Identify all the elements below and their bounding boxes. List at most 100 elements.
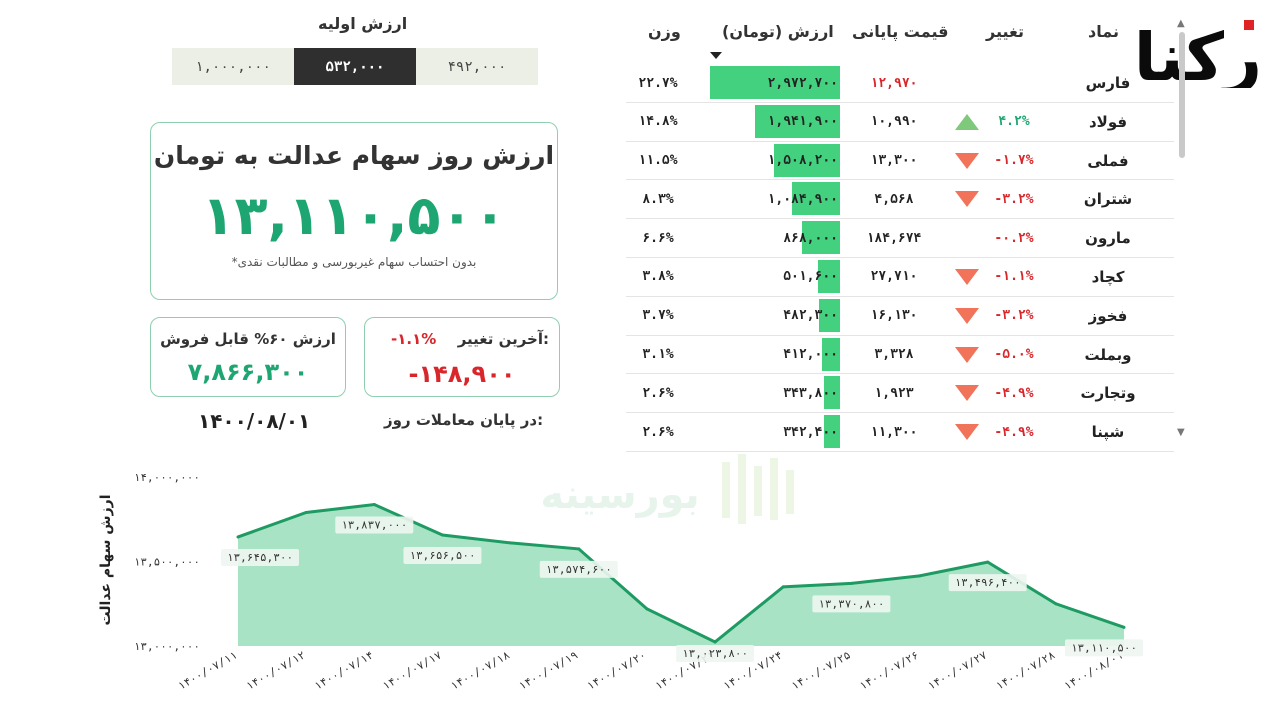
table-row[interactable]: ۱۴.۸% ۱,۹۴۱,۹۰۰ ۱۰,۹۹۰ ۴.۲% فولاد (626, 103, 1174, 142)
table-row[interactable]: ۸.۳% ۱,۰۸۴,۹۰۰ ۴,۵۶۸ -۳.۲% شتران (626, 180, 1174, 220)
x-tick-label: ۱۴۰۰/۰۷/۲۸ (993, 648, 1057, 692)
price-cell: ۱۰,۹۹۰ (870, 114, 918, 130)
value-text: ۳۴۲,۴۰۰ (783, 424, 838, 440)
value-text: ۳۴۳,۸۰۰ (783, 385, 838, 401)
table-row[interactable]: ۳.۸% ۵۰۱,۶۰۰ ۲۷,۷۱۰ -۱.۱% کچاد (626, 258, 1174, 297)
symbol-cell[interactable]: فخوز (1088, 306, 1128, 325)
initial-option-1000000[interactable]: ۱,۰۰۰,۰۰۰ (172, 48, 294, 85)
symbol-cell[interactable]: کچاد (1091, 267, 1125, 286)
up-arrow-icon (952, 103, 982, 141)
data-point[interactable] (713, 640, 717, 644)
down-arrow-icon (952, 374, 982, 412)
weight-cell: ۲.۶% (642, 385, 674, 401)
table-row[interactable]: ۳.۷% ۴۸۲,۳۰۰ ۱۶,۱۳۰ -۳.۲% فخوز (626, 297, 1174, 336)
data-point[interactable] (509, 541, 513, 545)
symbol-cell[interactable]: مارون (1085, 229, 1131, 248)
y-tick-label: ۱۴,۰۰۰,۰۰۰ (134, 471, 200, 484)
table-row[interactable]: ۳.۱% ۴۱۲,۰۰۰ ۳,۳۲۸ -۵.۰% وبملت (626, 336, 1174, 375)
weight-bar (755, 104, 840, 138)
table-row[interactable]: ۲۲.۷% ۲,۹۷۲,۷۰۰ ۱۲,۹۷۰ فارس (626, 64, 1174, 103)
price-cell: ۱۶,۱۳۰ (870, 308, 918, 324)
daily-value-note: *بدون احتساب سهام غیربورسی و مطالبات نقد… (231, 255, 477, 269)
header-symbol[interactable]: نماد (1088, 22, 1119, 41)
table-row[interactable]: ۲.۶% ۳۴۳,۸۰۰ ۱,۹۲۳ -۴.۹% وتجارت (626, 374, 1174, 414)
down-arrow-icon (952, 180, 982, 218)
symbol-cell[interactable]: شتران (1083, 190, 1133, 209)
header-price[interactable]: قیمت پایانی (852, 22, 949, 41)
last-change-card: آخرین تغییر: -۱.۱% -۱۴۸,۹۰۰ (364, 317, 560, 397)
price-cell: ۱۲,۹۷۰ (870, 75, 918, 91)
data-point[interactable] (1054, 602, 1058, 606)
weight-bar (824, 415, 840, 449)
table-row[interactable]: ۱۱.۵% ۱,۵۰۸,۲۰۰ ۱۳,۳۰۰ -۱.۷% فملی (626, 142, 1174, 181)
symbol-cell[interactable]: شپنا (1091, 423, 1125, 442)
x-tick-label: ۱۴۰۰/۰۷/۱۹ (516, 648, 580, 692)
symbol-cell[interactable]: فارس (1085, 74, 1131, 92)
holdings-table: وزن ارزش (تومان) قیمت پایانی تغییر نماد … (626, 18, 1186, 452)
scroll-thumb[interactable] (1179, 32, 1185, 158)
price-cell: ۱۳,۳۰۰ (870, 153, 918, 169)
symbol-cell[interactable]: وبملت (1084, 345, 1132, 364)
data-point[interactable] (918, 574, 922, 578)
change-cell: -۱.۱% (994, 269, 1034, 285)
x-tick-label: ۱۴۰۰/۰۷/۲۶ (857, 648, 921, 692)
sellable-value-title: ارزش ۶۰% قابل فروش (160, 330, 336, 348)
weight-cell: ۸.۳% (642, 191, 674, 207)
table-row[interactable]: ۲.۶% ۳۴۲,۴۰۰ ۱۱,۳۰۰ -۴.۹% شپنا (626, 413, 1174, 452)
change-cell: -۱.۷% (994, 153, 1034, 169)
logo-text: رکنا (1134, 19, 1262, 88)
value-text: ۱,۵۰۸,۲۰۰ (767, 153, 838, 169)
data-point[interactable] (577, 547, 581, 551)
sort-desc-icon[interactable] (710, 52, 722, 59)
initial-option-532000[interactable]: ۵۳۲,۰۰۰ (294, 48, 416, 85)
daily-value-title: ارزش روز سهام عدالت به تومان (153, 141, 555, 170)
table-scrollbar[interactable]: ▲ ▼ (1176, 18, 1188, 438)
weight-bar (822, 337, 840, 371)
weight-bar (802, 221, 840, 255)
down-arrow-icon (952, 297, 982, 335)
data-label: ۱۳,۳۷۰,۸۰۰ (818, 597, 884, 610)
last-change-amount: -۱۴۸,۹۰۰ (408, 360, 516, 388)
symbol-cell[interactable]: فملی (1087, 151, 1129, 170)
scroll-up-icon[interactable]: ▲ (1177, 18, 1185, 29)
data-point[interactable] (645, 607, 649, 611)
data-point[interactable] (1122, 625, 1126, 629)
header-weight[interactable]: وزن (648, 22, 681, 41)
price-cell: ۱,۹۲۳ (874, 385, 914, 401)
data-point[interactable] (440, 533, 444, 537)
value-cell: ۴۱۲,۰۰۰ (706, 336, 840, 374)
sellable-value-card: ارزش ۶۰% قابل فروش ۷,۸۶۶,۳۰۰ (150, 317, 346, 397)
table-row[interactable]: ۶.۶% ۸۶۸,۰۰۰ ۱۸۴,۶۷۴ -۰.۲% مارون (626, 219, 1174, 258)
price-cell: ۲۷,۷۱۰ (870, 269, 918, 285)
watermark: بورسینه (540, 472, 699, 518)
data-label-box (335, 516, 414, 534)
data-point[interactable] (849, 581, 853, 585)
price-cell: ۱۱,۳۰۰ (870, 424, 918, 440)
symbol-cell[interactable]: وتجارت (1080, 384, 1136, 403)
data-point[interactable] (304, 510, 308, 514)
value-text: ۲,۹۷۲,۷۰۰ (767, 75, 838, 91)
rokna-logo: رکنا (1134, 19, 1262, 88)
data-point[interactable] (986, 560, 990, 564)
value-cell: ۵۰۱,۶۰۰ (706, 258, 840, 296)
no-arrow (952, 64, 982, 102)
change-cell: -۰.۲% (994, 230, 1034, 246)
table-body: ۲۲.۷% ۲,۹۷۲,۷۰۰ ۱۲,۹۷۰ فارس ۱۴.۸% ۱,۹۴۱,۹۰۰ ۱۰… (626, 64, 1174, 452)
data-point[interactable] (781, 585, 785, 589)
data-label-box (221, 548, 299, 566)
value-text: ۴۸۲,۳۰۰ (783, 308, 838, 324)
data-point[interactable] (372, 503, 376, 507)
header-value[interactable]: ارزش (تومان) (722, 22, 834, 41)
scroll-down-icon[interactable]: ▼ (1177, 427, 1185, 438)
header-change[interactable]: تغییر (986, 22, 1025, 41)
weight-cell: ۶.۶% (642, 230, 674, 246)
trading-date-label: در پایان معاملات روز: (384, 411, 544, 429)
x-tick-label: ۱۴۰۰/۰۷/۱۸ (448, 648, 512, 692)
data-point[interactable] (236, 535, 240, 539)
value-text: ۱,۰۸۴,۹۰۰ (767, 191, 838, 207)
y-tick-label: ۱۳,۵۰۰,۰۰۰ (134, 556, 200, 569)
x-tick-label: ۱۴۰۰/۰۷/۲۰ (585, 648, 649, 692)
initial-option-492000[interactable]: ۴۹۲,۰۰۰ (416, 48, 538, 85)
symbol-cell[interactable]: فولاد (1088, 112, 1128, 131)
value-text: ۴۱۲,۰۰۰ (783, 347, 838, 363)
